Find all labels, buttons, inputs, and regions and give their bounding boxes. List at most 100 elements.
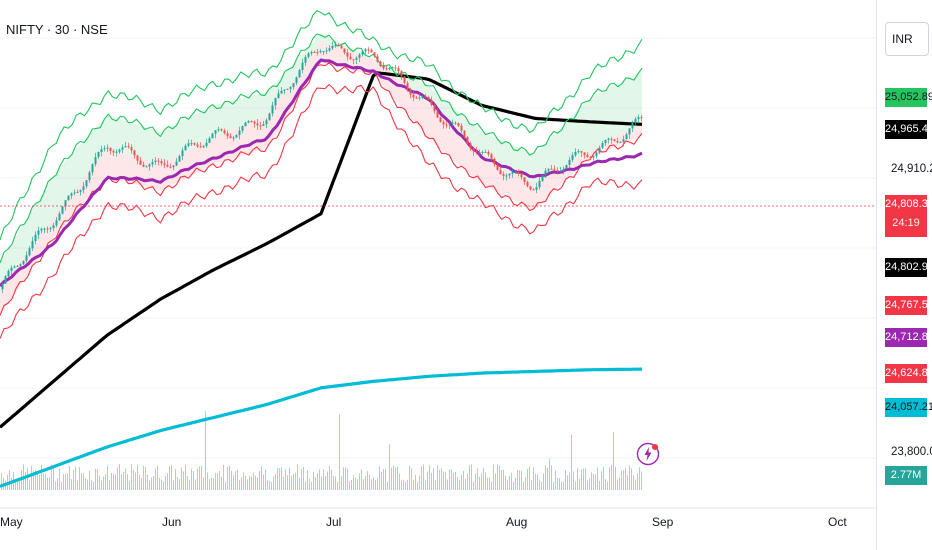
volume-bar	[407, 479, 408, 490]
volume-bar	[595, 474, 596, 490]
volume-bar	[149, 480, 150, 490]
candle-body	[589, 157, 592, 159]
volume-bar	[89, 470, 90, 490]
candle-body	[307, 53, 310, 57]
candle-body	[178, 156, 181, 162]
candle-body	[253, 121, 256, 124]
volume-bar	[291, 475, 292, 490]
candle-body	[478, 152, 481, 154]
volume-bar	[405, 481, 406, 490]
candle-body	[511, 172, 514, 174]
candle-body	[436, 111, 439, 118]
volume-bar	[579, 478, 580, 490]
candle-body	[388, 67, 391, 69]
lower-outer-line	[0, 83, 643, 339]
candle-body	[109, 147, 112, 151]
symbol-title[interactable]: NIFTY · 30 · NSE	[6, 22, 108, 37]
candle-body	[472, 148, 475, 152]
volume-bar	[481, 473, 482, 490]
volume-bar	[355, 477, 356, 490]
volume-bar	[571, 434, 572, 490]
volume-bar	[165, 475, 166, 490]
candle-body	[379, 61, 382, 67]
candle-body	[208, 138, 211, 143]
candle-body	[301, 62, 304, 70]
volume-bar	[381, 471, 382, 490]
candle-body	[244, 122, 247, 127]
volume-bar	[235, 471, 236, 490]
candle-body	[448, 123, 451, 125]
volume-bar	[461, 474, 462, 490]
volume-bar	[467, 473, 468, 490]
volume-bar	[321, 476, 322, 490]
candle-body	[196, 144, 199, 147]
candle-body	[331, 45, 334, 49]
volume-bar	[327, 471, 328, 490]
time-axis-label: Sep	[652, 515, 674, 529]
volume-bar	[221, 476, 222, 490]
volume-bar	[287, 475, 288, 490]
volume-bar	[125, 468, 126, 490]
candle-body	[58, 213, 61, 221]
volume-bar	[49, 477, 50, 490]
volume-bar	[191, 468, 192, 490]
lightning-bolt-icon[interactable]	[636, 442, 660, 466]
candle-body	[199, 146, 202, 148]
volume-bar	[373, 477, 374, 490]
volume-bar	[47, 477, 48, 490]
volume-bar	[227, 466, 228, 490]
volume-bar	[33, 471, 34, 490]
candle-body	[190, 143, 193, 145]
candle-body	[427, 97, 430, 100]
volume-bar	[109, 479, 110, 490]
volume-bar	[459, 480, 460, 490]
volume-bar	[189, 479, 190, 490]
candle-body	[160, 161, 163, 164]
volume-bar	[329, 465, 330, 490]
volume-bar	[197, 468, 198, 490]
candle-body	[409, 89, 412, 95]
candles	[1, 41, 643, 294]
candle-body	[550, 168, 553, 170]
candle-body	[61, 206, 64, 214]
volume-bar	[471, 464, 472, 490]
candle-body	[268, 113, 271, 121]
candle-body	[226, 133, 229, 137]
candle-body	[394, 67, 397, 69]
volume-bar	[479, 476, 480, 490]
volume-bar	[181, 467, 182, 490]
candle-body	[31, 240, 34, 249]
candle-body	[22, 260, 25, 265]
volume-bar	[429, 465, 430, 490]
volume-bar	[129, 481, 130, 490]
volume-bar	[279, 468, 280, 490]
volume-bar	[305, 481, 306, 490]
price-axis-separator	[876, 0, 877, 550]
currency-selector[interactable]: INR	[885, 22, 929, 56]
volume-bar	[517, 470, 518, 490]
volume-bar	[295, 472, 296, 490]
candle-body	[64, 200, 67, 207]
candle-body	[265, 120, 268, 125]
candle-body	[580, 151, 583, 153]
candle-body	[34, 234, 37, 241]
candle-body	[175, 161, 178, 166]
volume-bar	[445, 471, 446, 490]
volume-bar	[341, 475, 342, 490]
volume-bar	[529, 466, 530, 490]
volume-bar	[63, 474, 64, 490]
candle-body	[541, 175, 544, 182]
volume-bar	[335, 476, 336, 490]
volume-bar	[531, 480, 532, 490]
volume-bar	[527, 468, 528, 490]
candle-body	[607, 138, 610, 140]
candle-body	[385, 68, 388, 70]
time-axis-label: Oct	[828, 515, 847, 529]
candle-body	[322, 51, 325, 53]
volume-bar	[313, 471, 314, 490]
volume-bar	[135, 472, 136, 490]
volume-bar	[205, 411, 206, 490]
candle-body	[577, 151, 580, 153]
candle-body	[400, 71, 403, 77]
